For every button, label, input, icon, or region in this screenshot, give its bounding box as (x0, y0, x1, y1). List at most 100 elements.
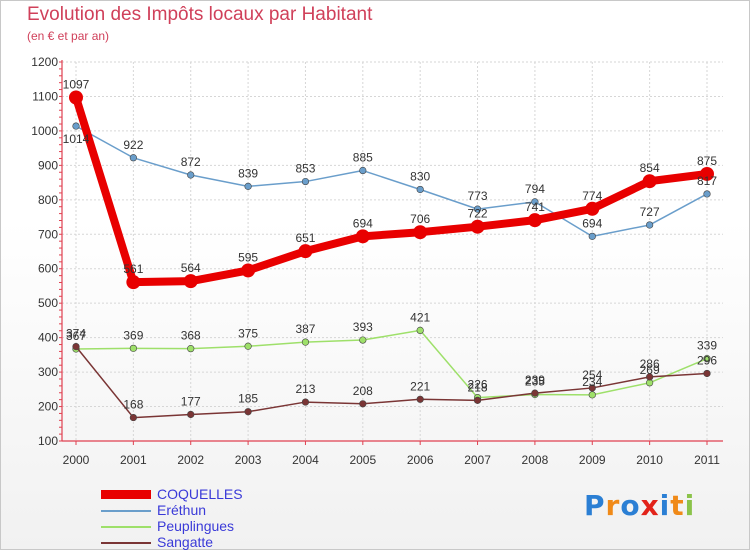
data-label: 254 (582, 368, 602, 382)
data-label: 368 (181, 329, 201, 343)
data-label: 235 (525, 374, 545, 388)
x-tick-label: 2004 (292, 453, 319, 467)
data-label: 872 (181, 155, 201, 169)
data-label: 374 (66, 327, 86, 341)
x-tick-label: 2008 (522, 453, 549, 467)
data-point (470, 219, 485, 234)
data-label: 1014 (63, 132, 90, 146)
data-label: 651 (295, 231, 315, 245)
data-point (126, 275, 141, 290)
data-point (187, 345, 195, 353)
data-label: 367 (66, 329, 86, 343)
grid-lines (62, 61, 723, 442)
legend-swatch-peuplingues (101, 526, 151, 528)
y-tick-label: 200 (38, 400, 58, 414)
data-label: 269 (640, 363, 660, 377)
data-label: 830 (410, 169, 430, 183)
chart-title: Evolution des Impôts locaux par Habitant (27, 4, 373, 25)
data-label: 817 (697, 174, 717, 188)
data-labels-series-0: 1097 561 564 595 651 694 706 722 741 774 854 875 (63, 77, 718, 276)
data-label: 706 (410, 212, 430, 226)
data-point (359, 336, 367, 344)
data-label: 387 (295, 322, 315, 336)
x-tick-label: 2011 (694, 453, 720, 467)
x-tick-label: 2005 (349, 453, 376, 467)
data-label: 226 (468, 378, 488, 392)
data-label: 773 (468, 189, 488, 203)
data-label: 286 (640, 357, 660, 371)
data-label: 794 (525, 182, 545, 196)
data-point (473, 205, 482, 213)
data-label: 369 (123, 328, 143, 342)
data-labels-series-2: 367 369 368 375 387 393 421 226 235 234 269 339 (66, 310, 717, 391)
data-point (244, 408, 252, 416)
data-label: 722 (468, 207, 488, 221)
logo-letter: o (620, 489, 641, 522)
x-tick-label: 2001 (120, 453, 147, 467)
data-point (129, 154, 137, 162)
data-label: 213 (295, 382, 315, 396)
data-point (527, 213, 542, 228)
legend-swatch-erethun (101, 510, 151, 512)
x-tick-label: 2007 (464, 453, 491, 467)
data-label: 296 (697, 353, 717, 367)
data-point (244, 342, 252, 350)
data-label: 922 (123, 138, 143, 152)
data-label: 339 (697, 339, 717, 353)
data-point (413, 225, 428, 240)
data-point (473, 396, 482, 404)
data-label: 421 (410, 310, 430, 324)
data-point (355, 229, 370, 244)
y-tick-label: 600 (38, 262, 58, 276)
data-label: 741 (525, 200, 545, 214)
x-tick-label: 2009 (579, 453, 606, 467)
series-peuplingues (72, 326, 711, 402)
data-label: 234 (582, 375, 602, 389)
x-tick-label: 2000 (63, 453, 90, 467)
data-point (72, 122, 80, 130)
data-point (416, 326, 424, 335)
series-line-erethun (75, 125, 708, 238)
data-label: 595 (238, 250, 258, 264)
data-label: 239 (525, 373, 545, 387)
data-label: 885 (353, 151, 373, 165)
data-point (416, 185, 424, 194)
data-point (187, 410, 195, 419)
proxiti-logo[interactable]: Proxiti (584, 489, 695, 522)
y-tick-label: 1000 (31, 124, 58, 138)
y-tick-label: 500 (38, 296, 58, 310)
legend-label-peuplingues: Peuplingues (157, 518, 235, 534)
data-point (646, 373, 654, 381)
data-label: 694 (582, 216, 602, 230)
data-point (646, 221, 654, 229)
x-tick-label: 2003 (235, 453, 262, 467)
series-sangatte (72, 342, 711, 422)
data-point (298, 244, 313, 259)
data-point (588, 391, 596, 399)
logo-letter: i (684, 489, 696, 522)
y-tick-label: 700 (38, 227, 58, 241)
data-label: 853 (295, 162, 315, 176)
x-tick-label: 2006 (407, 453, 434, 467)
data-label: 221 (410, 379, 430, 393)
data-label: 839 (238, 166, 258, 180)
legend-label-erethun: Eréthun (157, 502, 207, 518)
data-point (700, 166, 714, 181)
data-labels-series-1: 1014 922 872 839 853 885 830 773 794 694 727 817 (63, 132, 718, 230)
data-point (359, 400, 367, 408)
data-point (301, 398, 310, 406)
data-point (69, 90, 83, 105)
data-point (129, 413, 137, 422)
data-label: 564 (181, 261, 201, 275)
series-erethun (72, 122, 711, 240)
data-label: 727 (640, 205, 660, 219)
data-point (187, 171, 195, 179)
data-point (703, 190, 711, 198)
data-point (301, 177, 310, 186)
data-point (531, 389, 539, 397)
data-label: 774 (582, 189, 602, 203)
logo-letter: P (584, 489, 606, 522)
logo-letter: x (640, 489, 660, 522)
